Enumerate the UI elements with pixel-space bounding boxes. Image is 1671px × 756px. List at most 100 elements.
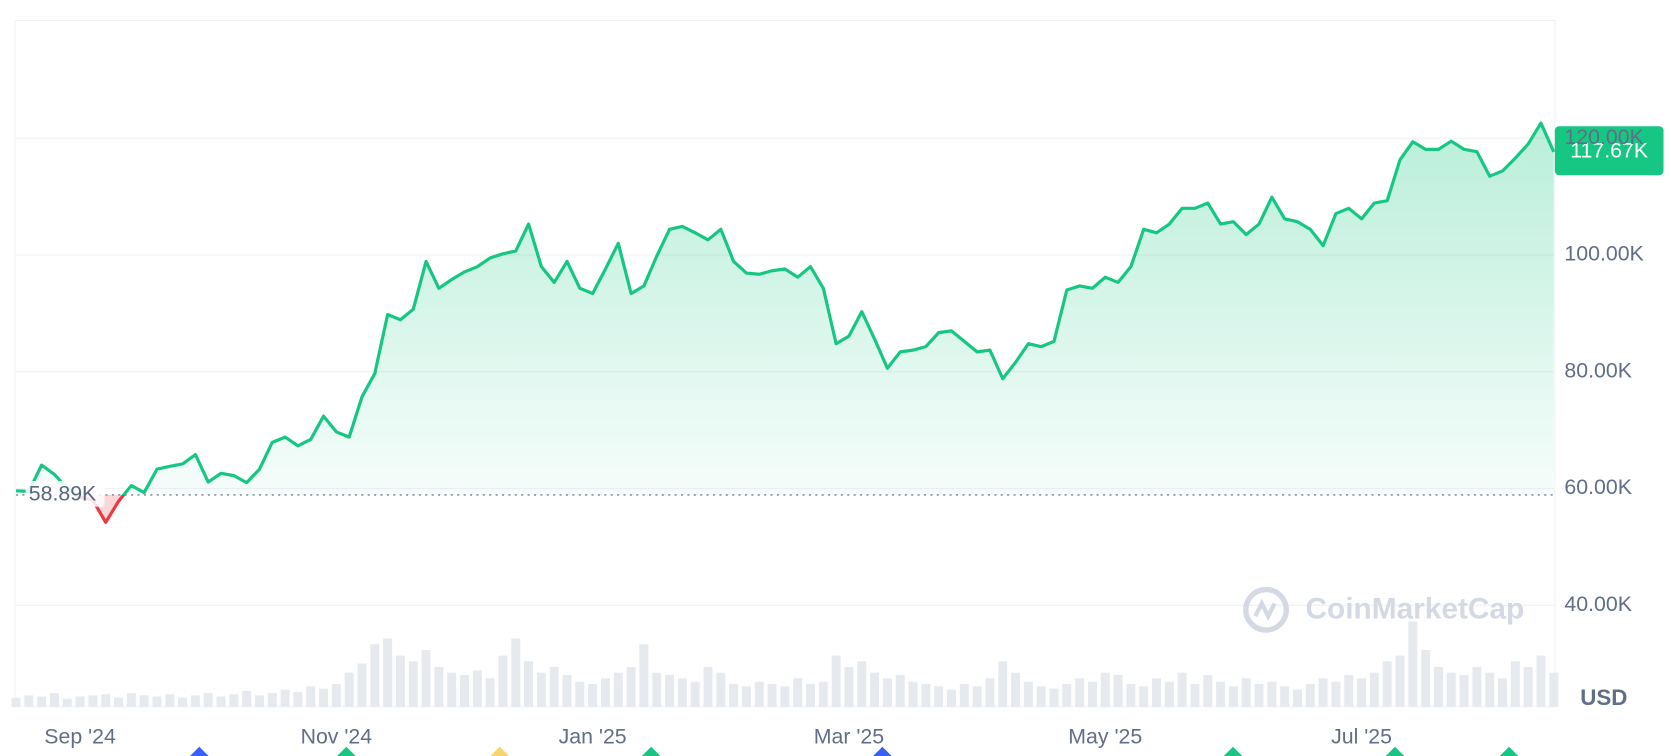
volume-bar xyxy=(1446,672,1456,707)
volume-bar xyxy=(88,695,98,707)
volume-bar xyxy=(472,670,482,707)
volume-bar xyxy=(895,674,905,707)
y-tick-label: 60.00K xyxy=(1564,475,1632,499)
price-line-up xyxy=(15,121,1556,495)
volume-bar xyxy=(741,686,751,707)
volume-bar xyxy=(857,661,867,707)
volume-bar xyxy=(1280,686,1290,707)
volume-bar xyxy=(280,689,290,707)
volume-bar xyxy=(357,663,367,707)
volume-bar xyxy=(831,655,841,707)
volume-bar xyxy=(1433,666,1443,707)
volume-bar xyxy=(152,696,162,707)
current-price-label: 117.67K xyxy=(1570,138,1648,162)
volume-bar xyxy=(1536,655,1546,707)
volume-bar xyxy=(1382,661,1392,707)
volume-bar xyxy=(306,686,316,707)
volume-bar xyxy=(1357,678,1367,707)
volume-bar xyxy=(293,691,303,707)
volume-bar xyxy=(921,684,931,707)
volume-bar xyxy=(754,681,764,707)
volume-bar xyxy=(1485,672,1495,707)
volume-bar xyxy=(1369,672,1379,707)
volume-bar xyxy=(652,672,662,707)
reference-label: 58.89K xyxy=(29,482,97,506)
volume-bar xyxy=(549,666,559,707)
y-tick-label: 80.00K xyxy=(1564,358,1632,382)
y-tick-label: 120.00K xyxy=(1564,125,1643,149)
volume-bar xyxy=(1498,678,1507,707)
volume-bar xyxy=(1510,661,1520,707)
volume-bar xyxy=(203,693,213,707)
volume-bar xyxy=(1062,684,1072,707)
volume-bar xyxy=(447,672,457,707)
volume-bar xyxy=(998,661,1008,707)
volume-bar xyxy=(870,672,880,707)
volume-bar xyxy=(729,684,739,707)
volume-bar xyxy=(1292,689,1302,707)
volume-bar xyxy=(1036,686,1046,707)
volume-bar xyxy=(139,695,149,707)
current-price-tag xyxy=(1554,126,1664,176)
volume-bar xyxy=(1190,684,1200,707)
volume-bar xyxy=(613,672,623,707)
volume-bar xyxy=(1549,672,1559,707)
volume-bar xyxy=(767,684,777,707)
volume-bar xyxy=(818,681,828,707)
volume-bar xyxy=(536,672,546,707)
volume-bar xyxy=(1087,681,1097,707)
x-tick-label: Mar '25 xyxy=(814,724,884,748)
reference-label-bg xyxy=(25,481,105,507)
volume-bar xyxy=(1241,678,1251,707)
volume-bar xyxy=(562,674,572,707)
volume-bar xyxy=(575,681,585,707)
volume-bar xyxy=(1216,681,1226,707)
y-tick-label: 100.00K xyxy=(1564,242,1643,266)
volume-bar xyxy=(1331,681,1341,707)
volume-bar xyxy=(319,688,329,707)
axis: 40.00K 60.00K 80.00K 100.00K 120.00K Sep '24 N… xyxy=(44,125,1644,748)
volume-bar xyxy=(1408,621,1418,707)
x-tick-label: Nov '24 xyxy=(301,724,373,748)
volume-bar xyxy=(434,666,444,707)
volume-bar xyxy=(383,638,393,707)
volume-bar xyxy=(1472,666,1482,707)
volume-bar xyxy=(460,674,469,707)
area-up xyxy=(15,123,1554,495)
volume-bar xyxy=(639,644,649,707)
volume-bar xyxy=(972,686,982,707)
volume-bar xyxy=(485,678,495,707)
volume-bar xyxy=(908,681,918,707)
volume-bar xyxy=(1152,678,1161,707)
volume-bar xyxy=(101,694,111,707)
volume-bar xyxy=(1100,672,1110,707)
volume-bar xyxy=(806,684,815,707)
volume-bar xyxy=(665,674,675,707)
volume-bar xyxy=(1203,674,1213,707)
volume-bar xyxy=(344,672,354,707)
volume-bar xyxy=(24,695,34,707)
volume-bar xyxy=(242,690,252,707)
volume-bar xyxy=(331,684,341,707)
volume-bar xyxy=(49,693,59,707)
volume-bar xyxy=(216,696,226,707)
volume-bar xyxy=(267,693,277,707)
volume-bar xyxy=(37,696,47,707)
currency-label: USD xyxy=(1580,685,1627,710)
volume-bar xyxy=(511,638,521,707)
volume-bar xyxy=(626,666,636,707)
volume-bar xyxy=(1023,681,1033,707)
volume-bar xyxy=(1049,688,1059,707)
volume-bar xyxy=(498,655,508,707)
volume-bar xyxy=(1421,649,1431,707)
y-tick-label: 40.00K xyxy=(1564,592,1632,616)
volume-bar xyxy=(1395,655,1405,707)
volume-bar xyxy=(780,686,790,707)
volume-bar xyxy=(1254,684,1264,707)
volume-bar xyxy=(690,681,700,707)
volume-bar xyxy=(254,695,264,707)
volume-bar xyxy=(985,678,995,707)
volume-bar xyxy=(178,697,188,707)
volume-bar xyxy=(75,696,85,707)
